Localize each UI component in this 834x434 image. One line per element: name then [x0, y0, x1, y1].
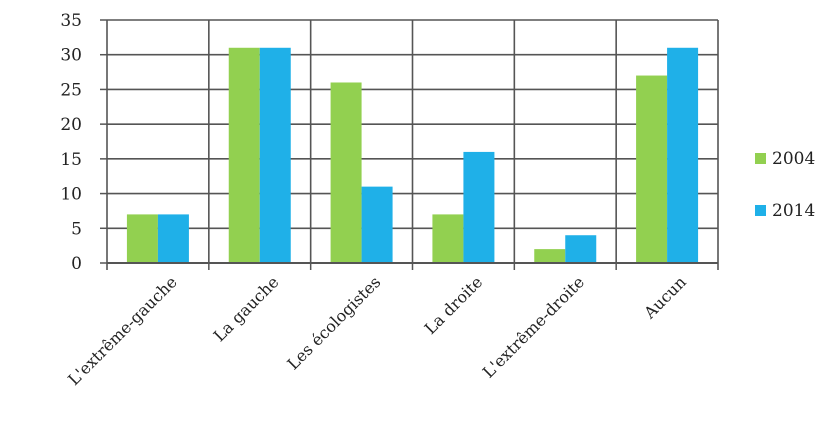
- y-tick-label: 0: [71, 254, 82, 274]
- bar-2014: [259, 47, 291, 264]
- x-axis-ticks: L'extrême-gauche La gauche Les écologistes…: [64, 272, 690, 389]
- x-tick-label: La gauche: [210, 272, 283, 345]
- y-tick-label: 35: [60, 11, 82, 31]
- bar-2004: [330, 82, 362, 263]
- x-tick-label: L'extrême-droite: [479, 272, 588, 381]
- y-tick-label: 30: [60, 46, 82, 66]
- bar-2014: [667, 47, 699, 264]
- bar-2004: [126, 214, 158, 263]
- bar-2004: [432, 214, 464, 263]
- legend-label-2014: 2014: [772, 201, 815, 221]
- y-tick-label: 20: [60, 115, 82, 135]
- y-axis-ticks: 0 5 10 15 20 25 30 35: [60, 11, 82, 274]
- x-tick-label: L'extrême-gauche: [64, 272, 181, 389]
- y-tick-label: 10: [60, 185, 82, 205]
- bar-2014: [565, 235, 597, 263]
- y-tick-label: 25: [60, 80, 82, 100]
- axes: [100, 19, 719, 270]
- gridlines: [107, 19, 718, 264]
- y-tick-label: 5: [71, 219, 82, 239]
- bars: [126, 47, 699, 264]
- x-tick-label: Les écologistes: [283, 272, 384, 373]
- bar-2014: [361, 186, 393, 263]
- y-tick-label: 15: [60, 150, 82, 170]
- legend-label-2004: 2004: [772, 149, 815, 169]
- bar-2004: [636, 75, 668, 264]
- bar-2004: [228, 47, 260, 264]
- legend: 2004 2014: [755, 149, 815, 221]
- legend-swatch-2014: [755, 205, 766, 216]
- x-tick-label: La droite: [421, 272, 487, 338]
- x-tick-label: Aucun: [639, 272, 690, 323]
- bar-2014: [463, 151, 495, 263]
- legend-swatch-2004: [755, 153, 766, 164]
- bar-2004: [534, 249, 566, 263]
- bar-2014: [157, 214, 189, 263]
